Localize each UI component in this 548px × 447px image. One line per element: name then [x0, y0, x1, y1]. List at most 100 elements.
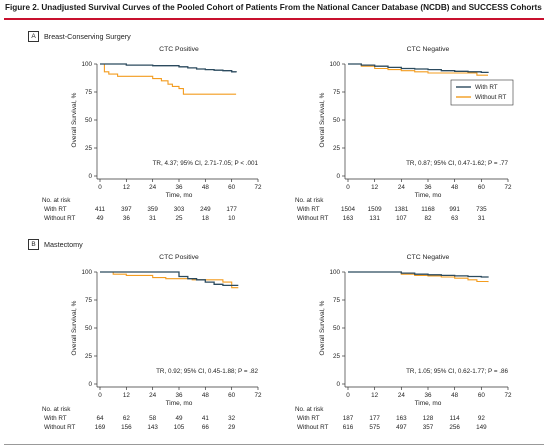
y-tick-label: 0	[88, 381, 92, 388]
x-tick-label: 60	[478, 184, 486, 191]
y-axis-label: Overall Survival, %	[71, 92, 78, 147]
risk-value-with-rt: 1168	[421, 206, 435, 213]
panel-a-letter: A	[28, 31, 39, 42]
x-tick-label: 24	[398, 184, 406, 191]
y-tick-label: 25	[333, 145, 341, 152]
risk-value-with-rt: 177	[369, 415, 380, 422]
risk-value-with-rt: 359	[147, 206, 158, 213]
x-tick-label: 36	[175, 184, 183, 191]
panel-b-header: B Mastectomy	[28, 239, 83, 250]
risk-value-with-rt: 991	[449, 206, 460, 213]
y-tick-label: 0	[336, 173, 340, 180]
risk-row-label-without-rt: Without RT	[297, 215, 329, 222]
y-tick-label: 50	[85, 325, 93, 332]
x-tick-label: 48	[202, 392, 210, 399]
risk-value-without-rt: 149	[476, 424, 487, 431]
x-tick-label: 0	[346, 392, 350, 399]
risk-value-without-rt: 31	[149, 215, 157, 222]
y-tick-label: 75	[85, 89, 93, 96]
chart-title: CTC Positive	[159, 46, 199, 53]
risk-value-without-rt: 49	[96, 215, 104, 222]
with-rt-curve	[348, 63, 489, 74]
risk-value-without-rt: 156	[121, 424, 132, 431]
panel-a-header: A Breast-Conserving Surgery	[28, 31, 131, 42]
risk-value-without-rt: 497	[396, 424, 407, 431]
y-tick-label: 25	[333, 353, 341, 360]
y-tick-label: 75	[333, 297, 341, 304]
x-tick-label: 72	[504, 184, 512, 191]
x-tick-label: 12	[371, 184, 379, 191]
x-tick-label: 0	[98, 392, 102, 399]
risk-value-with-rt: 187	[343, 415, 354, 422]
risk-row-label-without-rt: Without RT	[44, 215, 76, 222]
x-axis-label: Time, mo	[166, 192, 193, 199]
x-axis-label: Time, mo	[415, 192, 442, 199]
x-tick-label: 24	[398, 392, 406, 399]
bottom-rule	[4, 444, 544, 445]
with-rt-curve	[348, 271, 489, 278]
y-tick-label: 0	[336, 381, 340, 388]
panel-a-title: Breast-Conserving Surgery	[44, 32, 131, 41]
y-tick-label: 25	[85, 145, 93, 152]
stat-annotation: TR, 1.05; 95% CI, 0.62-1.77; P = .86	[406, 368, 508, 375]
y-tick-label: 100	[329, 269, 340, 276]
x-tick-label: 36	[424, 392, 432, 399]
risk-value-without-rt: 66	[202, 424, 210, 431]
risk-value-without-rt: 105	[174, 424, 185, 431]
risk-value-with-rt: 114	[450, 415, 461, 422]
x-tick-label: 12	[123, 184, 131, 191]
x-tick-label: 48	[451, 184, 459, 191]
risk-value-without-rt: 357	[423, 424, 434, 431]
chart-2: CTC Negative 0 25 50 75 100 0 12 24 36 48 60 72 Time,…	[295, 46, 514, 222]
stat-annotation: TR, 4.37; 95% CI, 2.71-7.05; P < .001	[153, 160, 259, 167]
risk-value-without-rt: 107	[396, 215, 407, 222]
risk-value-with-rt: 64	[96, 415, 104, 422]
risk-value-without-rt: 575	[369, 424, 380, 431]
risk-value-with-rt: 397	[121, 206, 132, 213]
risk-value-without-rt: 36	[123, 215, 131, 222]
risk-value-with-rt: 249	[200, 206, 211, 213]
risk-value-with-rt: 163	[396, 415, 407, 422]
x-tick-label: 24	[149, 392, 157, 399]
risk-value-without-rt: 29	[228, 424, 236, 431]
y-tick-label: 25	[85, 353, 93, 360]
without-rt-curve	[100, 271, 239, 289]
risk-value-with-rt: 303	[174, 206, 185, 213]
y-tick-label: 100	[81, 269, 92, 276]
risk-value-without-rt: 169	[95, 424, 106, 431]
y-tick-label: 50	[333, 325, 341, 332]
risk-value-without-rt: 143	[147, 424, 158, 431]
chart-1: CTC Positive 0 25 50 75 100 0 12 24 36 48 60 72 Time,…	[42, 46, 262, 222]
risk-value-without-rt: 31	[478, 215, 486, 222]
x-tick-label: 0	[98, 184, 102, 191]
legend-box	[450, 79, 514, 106]
risk-value-without-rt: 616	[343, 424, 354, 431]
y-tick-label: 50	[85, 117, 93, 124]
x-axis-label: Time, mo	[415, 400, 442, 407]
figure-title: Figure 2. Unadjusted Survival Curves of …	[5, 3, 542, 12]
risk-value-with-rt: 32	[228, 415, 236, 422]
risk-header: No. at risk	[295, 197, 324, 204]
x-tick-label: 60	[478, 392, 486, 399]
chart-title: CTC Positive	[159, 254, 199, 261]
risk-value-with-rt: 41	[202, 415, 210, 422]
y-tick-label: 0	[88, 173, 92, 180]
risk-row-label-with-rt: With RT	[297, 206, 320, 213]
chart-4: CTC Negative 0 25 50 75 100 0 12 24 36 48 60 72 Time,…	[295, 254, 512, 431]
y-tick-label: 75	[333, 89, 341, 96]
risk-value-without-rt: 10	[228, 215, 236, 222]
y-tick-label: 50	[333, 117, 341, 124]
with-rt-curve	[100, 63, 237, 73]
x-tick-label: 72	[254, 392, 262, 399]
y-tick-label: 100	[81, 61, 92, 68]
risk-value-with-rt: 92	[478, 415, 486, 422]
risk-value-with-rt: 62	[123, 415, 131, 422]
legend-label-with-rt: With RT	[475, 84, 498, 91]
x-tick-label: 72	[254, 184, 262, 191]
chart-title: CTC Negative	[407, 46, 450, 53]
risk-value-without-rt: 82	[424, 215, 432, 222]
y-axis-label: Overall Survival, %	[71, 300, 78, 355]
x-tick-label: 72	[504, 392, 512, 399]
risk-value-with-rt: 49	[175, 415, 183, 422]
